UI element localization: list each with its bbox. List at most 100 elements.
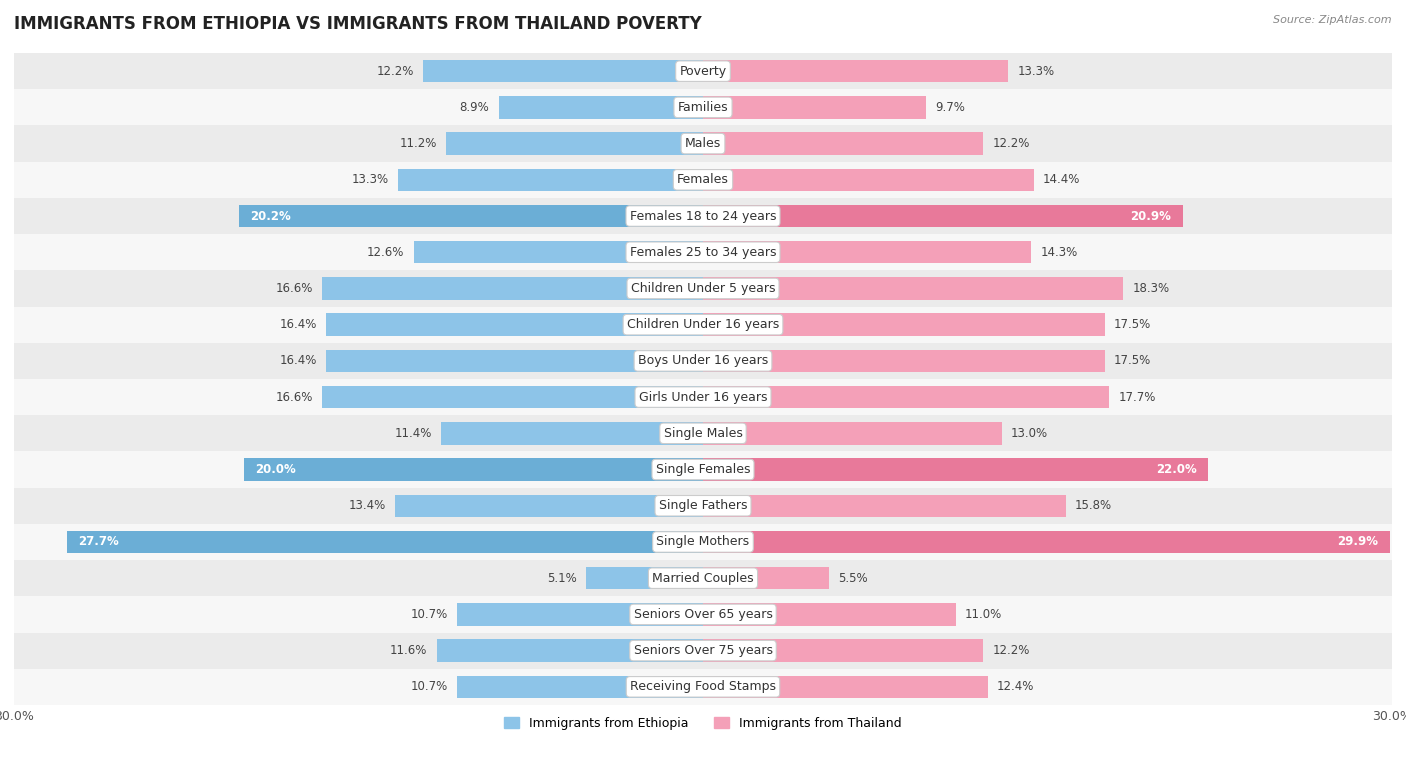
Bar (703, 96, 925, 118)
Text: 11.0%: 11.0% (965, 608, 1002, 621)
Bar (703, 675, 988, 698)
Bar (703, 494, 1066, 517)
Text: 12.2%: 12.2% (993, 137, 1029, 150)
Bar (703, 531, 1389, 553)
Text: 10.7%: 10.7% (411, 681, 449, 694)
Bar (14, 379, 1392, 415)
Bar (703, 241, 1032, 264)
Bar (703, 640, 983, 662)
Text: 17.7%: 17.7% (1119, 390, 1156, 403)
Text: 10.7%: 10.7% (411, 608, 449, 621)
Bar (14, 234, 1392, 271)
Bar (326, 314, 703, 336)
Text: Source: ZipAtlas.com: Source: ZipAtlas.com (1274, 15, 1392, 25)
Text: IMMIGRANTS FROM ETHIOPIA VS IMMIGRANTS FROM THAILAND POVERTY: IMMIGRANTS FROM ETHIOPIA VS IMMIGRANTS F… (14, 15, 702, 33)
Bar (457, 603, 703, 625)
Bar (703, 603, 956, 625)
Text: 16.4%: 16.4% (280, 355, 318, 368)
Bar (703, 459, 1208, 481)
Text: 13.4%: 13.4% (349, 500, 387, 512)
Text: 5.5%: 5.5% (838, 572, 868, 584)
Text: Seniors Over 65 years: Seniors Over 65 years (634, 608, 772, 621)
Bar (14, 89, 1392, 126)
Bar (14, 161, 1392, 198)
Text: Females 25 to 34 years: Females 25 to 34 years (630, 246, 776, 258)
Bar (398, 168, 703, 191)
Text: 5.1%: 5.1% (547, 572, 576, 584)
Bar (239, 205, 703, 227)
Bar (703, 422, 1001, 444)
Bar (446, 133, 703, 155)
Text: 13.3%: 13.3% (1018, 64, 1054, 77)
Text: Girls Under 16 years: Girls Under 16 years (638, 390, 768, 403)
Text: 20.0%: 20.0% (256, 463, 295, 476)
Bar (457, 675, 703, 698)
Text: 18.3%: 18.3% (1132, 282, 1170, 295)
Bar (14, 271, 1392, 306)
Bar (499, 96, 703, 118)
Bar (703, 349, 1105, 372)
Text: 12.6%: 12.6% (367, 246, 405, 258)
Legend: Immigrants from Ethiopia, Immigrants from Thailand: Immigrants from Ethiopia, Immigrants fro… (499, 712, 907, 735)
Bar (413, 241, 703, 264)
Bar (703, 314, 1105, 336)
Text: 16.6%: 16.6% (276, 282, 312, 295)
Text: Females 18 to 24 years: Females 18 to 24 years (630, 209, 776, 223)
Bar (703, 168, 1033, 191)
Text: 12.2%: 12.2% (377, 64, 413, 77)
Bar (441, 422, 703, 444)
Bar (14, 126, 1392, 161)
Text: 20.9%: 20.9% (1130, 209, 1171, 223)
Text: 17.5%: 17.5% (1114, 355, 1152, 368)
Text: 8.9%: 8.9% (460, 101, 489, 114)
Bar (14, 669, 1392, 705)
Text: 29.9%: 29.9% (1337, 535, 1378, 549)
Bar (322, 277, 703, 299)
Bar (243, 459, 703, 481)
Text: Single Mothers: Single Mothers (657, 535, 749, 549)
Text: 17.5%: 17.5% (1114, 318, 1152, 331)
Bar (703, 133, 983, 155)
Bar (14, 198, 1392, 234)
Text: Females: Females (678, 174, 728, 186)
Text: 14.4%: 14.4% (1043, 174, 1080, 186)
Bar (14, 632, 1392, 669)
Text: 9.7%: 9.7% (935, 101, 965, 114)
Bar (395, 494, 703, 517)
Text: 11.2%: 11.2% (399, 137, 437, 150)
Bar (14, 452, 1392, 487)
Text: 15.8%: 15.8% (1076, 500, 1112, 512)
Bar (14, 524, 1392, 560)
Text: 22.0%: 22.0% (1156, 463, 1197, 476)
Bar (67, 531, 703, 553)
Text: Receiving Food Stamps: Receiving Food Stamps (630, 681, 776, 694)
Text: Children Under 5 years: Children Under 5 years (631, 282, 775, 295)
Text: Single Fathers: Single Fathers (659, 500, 747, 512)
Text: 16.6%: 16.6% (276, 390, 312, 403)
Bar (423, 60, 703, 83)
Bar (14, 53, 1392, 89)
Text: Single Females: Single Females (655, 463, 751, 476)
Text: 16.4%: 16.4% (280, 318, 318, 331)
Text: 11.6%: 11.6% (389, 644, 427, 657)
Text: Males: Males (685, 137, 721, 150)
Bar (437, 640, 703, 662)
Text: 14.3%: 14.3% (1040, 246, 1078, 258)
Bar (703, 386, 1109, 409)
Bar (322, 386, 703, 409)
Bar (703, 567, 830, 590)
Text: 13.0%: 13.0% (1011, 427, 1047, 440)
Text: Seniors Over 75 years: Seniors Over 75 years (634, 644, 772, 657)
Text: Boys Under 16 years: Boys Under 16 years (638, 355, 768, 368)
Bar (14, 597, 1392, 632)
Text: Single Males: Single Males (664, 427, 742, 440)
Bar (326, 349, 703, 372)
Text: 11.4%: 11.4% (395, 427, 432, 440)
Bar (703, 205, 1182, 227)
Text: Married Couples: Married Couples (652, 572, 754, 584)
Text: 13.3%: 13.3% (352, 174, 388, 186)
Text: Families: Families (678, 101, 728, 114)
Bar (703, 277, 1123, 299)
Text: Poverty: Poverty (679, 64, 727, 77)
Text: 20.2%: 20.2% (250, 209, 291, 223)
